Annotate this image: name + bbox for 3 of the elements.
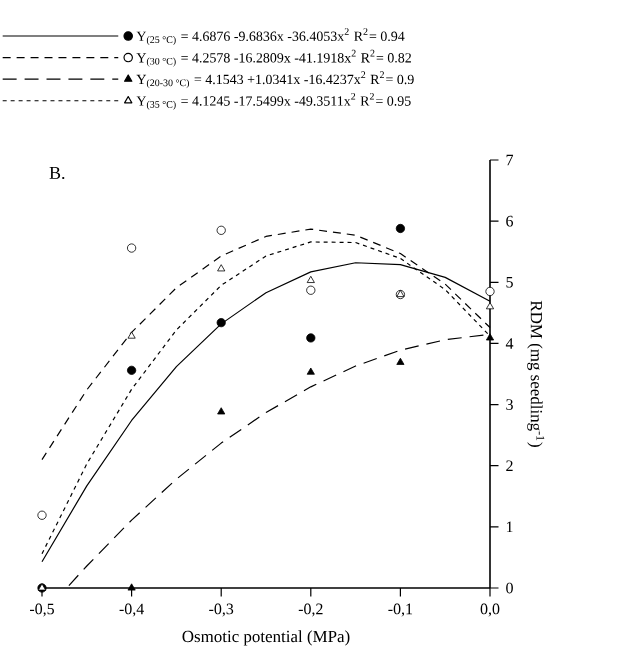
x-axis-title: Osmotic potential (MPa) [182,630,350,646]
annotation: B. [49,167,65,180]
y-axis-title: RDM (mg seedling$^{-1}$) [527,300,545,447]
